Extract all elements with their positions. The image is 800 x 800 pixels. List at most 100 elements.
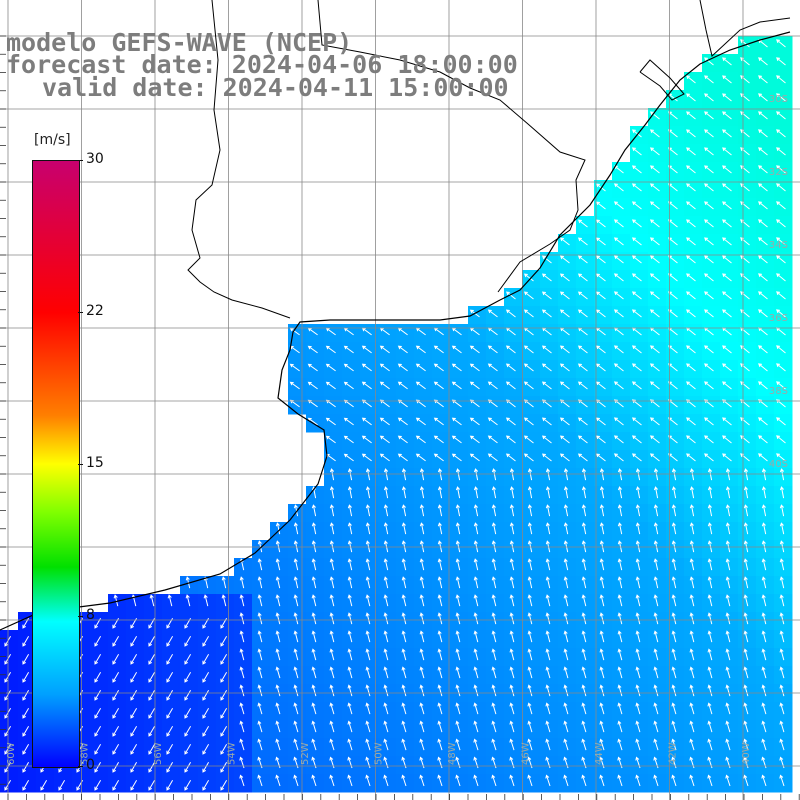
wind-arrow xyxy=(509,522,515,535)
wind-arrow xyxy=(401,522,407,535)
wind-arrow xyxy=(397,381,408,390)
wind-arrow xyxy=(779,504,785,517)
wind-arrow xyxy=(523,345,534,354)
wind-arrow xyxy=(617,738,623,751)
wind-arrow xyxy=(505,363,516,372)
wind-arrow xyxy=(635,648,641,661)
wind-arrow xyxy=(455,738,461,751)
wind-arrow xyxy=(599,702,605,715)
wind-arrow xyxy=(148,707,156,719)
wind-arrow xyxy=(559,417,570,426)
wind-arrow xyxy=(383,576,389,589)
wind-arrow xyxy=(347,612,353,625)
wind-arrow xyxy=(437,666,443,679)
wind-arrow xyxy=(383,684,389,697)
wind-arrow xyxy=(113,594,119,607)
wind-arrow xyxy=(293,576,299,589)
wind-arrow xyxy=(184,743,192,755)
wind-arrow xyxy=(758,381,768,390)
wind-arrow xyxy=(365,720,371,733)
wind-arrow xyxy=(184,779,192,791)
wind-arrow xyxy=(635,486,641,499)
wind-arrow xyxy=(563,630,569,643)
wind-arrow xyxy=(545,648,551,661)
wind-arrow xyxy=(148,671,156,683)
wind-arrow xyxy=(433,381,444,390)
wind-arrow xyxy=(94,671,102,683)
wind-arrow xyxy=(325,435,336,444)
wind-arrow xyxy=(166,707,174,719)
wind-arrow xyxy=(635,558,641,571)
wind-arrow xyxy=(635,504,641,517)
wind-arrow xyxy=(343,435,354,444)
wind-arrow xyxy=(722,453,732,462)
wind-arrow xyxy=(419,612,425,625)
wind-arrow xyxy=(631,201,642,210)
wind-arrow xyxy=(761,486,767,499)
wind-arrow xyxy=(595,291,606,300)
wind-arrow xyxy=(383,558,389,571)
wind-arrow xyxy=(202,779,210,791)
wind-arrow xyxy=(758,147,768,156)
wind-arrow xyxy=(433,453,444,462)
wind-arrow xyxy=(437,468,443,481)
wind-arrow xyxy=(491,684,497,697)
wind-arrow xyxy=(541,309,552,318)
wind-arrow xyxy=(631,309,642,318)
wind-arrow xyxy=(473,684,479,697)
wind-arrow xyxy=(635,720,641,733)
wind-arrow xyxy=(94,743,102,755)
wind-arrow xyxy=(509,774,515,787)
wind-arrow xyxy=(686,363,696,372)
wind-arrow xyxy=(455,594,461,607)
wind-arrow xyxy=(130,635,138,647)
wind-arrow xyxy=(22,653,30,665)
wind-arrow xyxy=(704,57,714,66)
wind-arrow xyxy=(649,183,660,192)
latitude-label: 38S xyxy=(769,386,788,397)
wind-arrow xyxy=(686,201,696,210)
wind-arrow xyxy=(293,720,299,733)
wind-arrow xyxy=(184,725,192,737)
wind-arrow xyxy=(722,381,732,390)
wind-arrow xyxy=(257,702,263,715)
wind-arrow xyxy=(419,522,425,535)
wind-arrow xyxy=(379,417,390,426)
wind-arrow xyxy=(527,702,533,715)
wind-arrow xyxy=(509,666,515,679)
wind-arrow xyxy=(473,702,479,715)
wind-arrow xyxy=(743,594,749,607)
wind-arrow xyxy=(473,468,479,481)
wind-arrow xyxy=(599,522,605,535)
wind-arrow xyxy=(776,435,786,444)
wind-arrow xyxy=(455,468,461,481)
wind-arrow xyxy=(509,486,515,499)
wind-arrow xyxy=(347,486,353,499)
wind-arrow xyxy=(419,648,425,661)
wind-arrow xyxy=(671,558,677,571)
wind-arrow xyxy=(581,774,587,787)
wind-arrow xyxy=(239,612,245,625)
wind-arrow xyxy=(599,576,605,589)
wind-arrow xyxy=(649,363,660,372)
wind-arrow xyxy=(581,630,587,643)
wind-arrow xyxy=(491,468,497,481)
wind-arrow xyxy=(437,612,443,625)
wind-arrow xyxy=(631,129,642,138)
wind-arrow xyxy=(599,594,605,607)
wind-arrow xyxy=(761,648,767,661)
wind-arrow xyxy=(541,291,552,300)
wind-arrow xyxy=(653,774,659,787)
wind-arrow xyxy=(758,165,768,174)
wind-arrow xyxy=(617,702,623,715)
wind-arrow xyxy=(707,612,713,625)
wind-arrow xyxy=(635,630,641,643)
wind-arrow xyxy=(329,612,335,625)
wind-arrow xyxy=(257,630,263,643)
wind-arrow xyxy=(779,522,785,535)
wind-arrow xyxy=(595,309,606,318)
wind-arrow xyxy=(491,648,497,661)
wind-arrow xyxy=(545,666,551,679)
wind-arrow xyxy=(275,666,281,679)
wind-arrow xyxy=(599,720,605,733)
